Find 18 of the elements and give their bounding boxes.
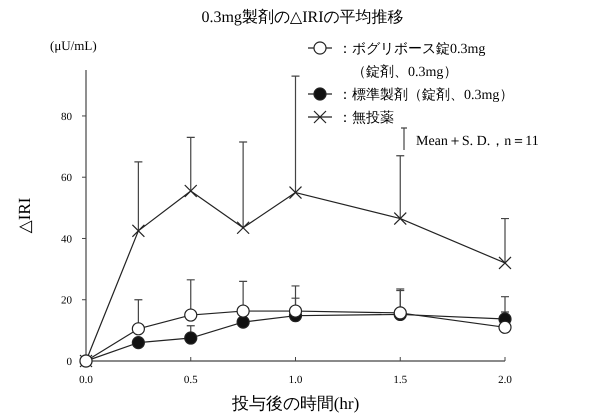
text: (μU/mL) xyxy=(50,38,97,53)
legend-label: ：無投薬 xyxy=(338,110,394,126)
y-axis-title: △IRI xyxy=(15,197,34,234)
legend-label: ：ボグリボース錠0.3mg （錠剤、0.3mg） xyxy=(338,41,486,80)
x-tick-label: 0.5 xyxy=(184,374,198,386)
y-tick-label: 80 xyxy=(61,110,72,123)
x-tick-label: 0.0 xyxy=(79,374,94,386)
x-axis-title: 投与後の時間(hr) xyxy=(230,394,360,413)
legend-label: ：標準製剤（錠剤、0.3mg） xyxy=(338,87,514,103)
y-tick-label: 20 xyxy=(61,294,72,307)
x-tick-label: 1.0 xyxy=(288,374,303,386)
x-tick-label: 1.5 xyxy=(393,374,408,386)
y-tick-label: 0 xyxy=(66,356,72,368)
x-tick-label: 2.0 xyxy=(498,374,512,386)
y-tick-label: 60 xyxy=(61,172,72,184)
chart-title: 0.3mg製剤の△IRIの平均推移 xyxy=(201,8,404,26)
annotation: Mean＋S. D.，n＝11 xyxy=(416,134,539,149)
y-tick-label: 40 xyxy=(61,233,72,246)
